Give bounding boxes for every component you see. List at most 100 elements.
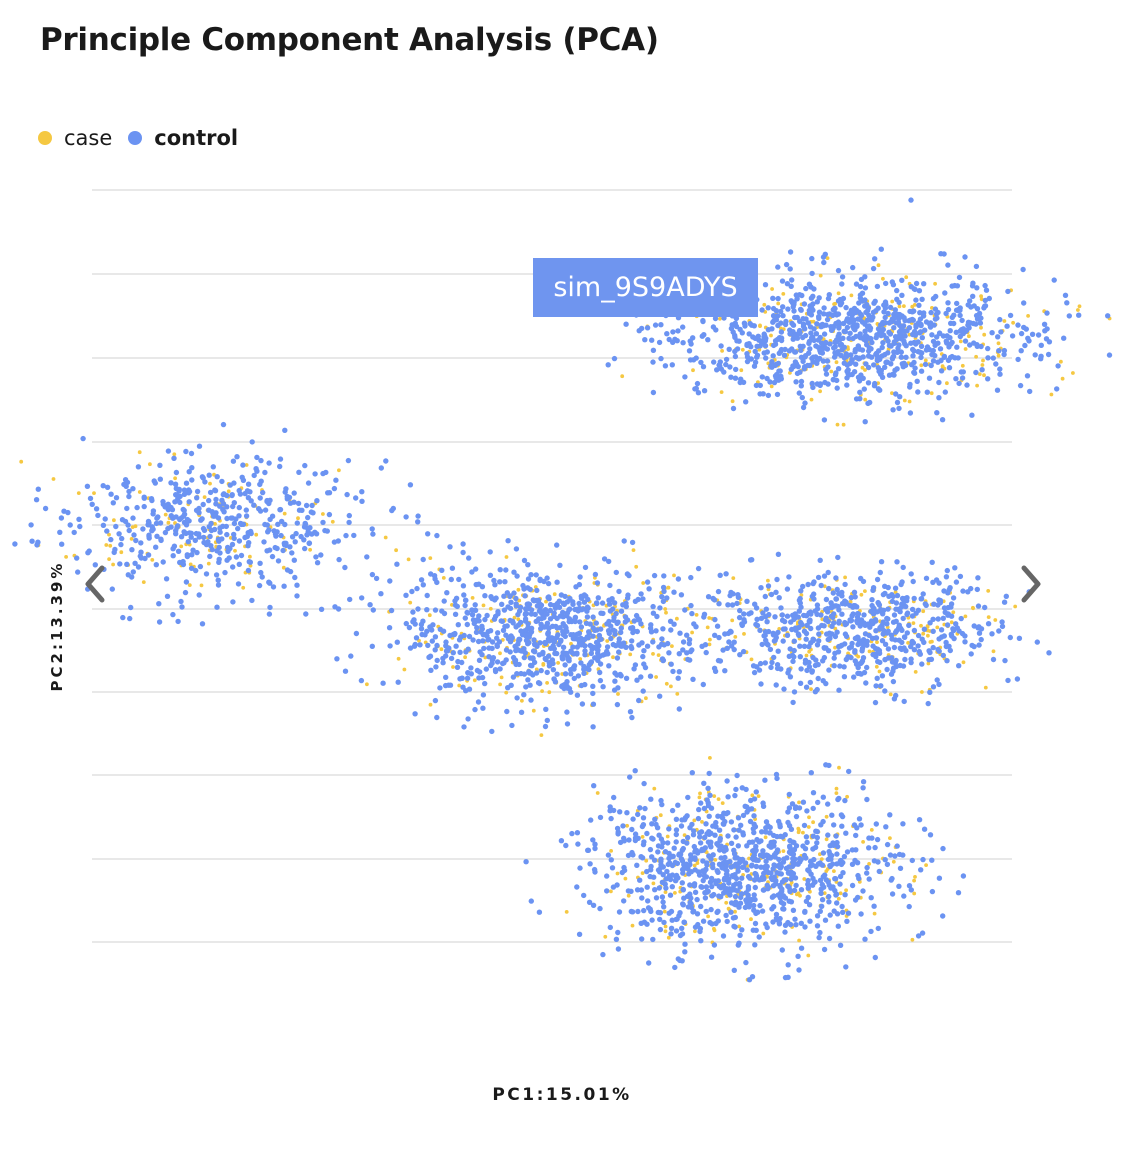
control-point[interactable] <box>949 339 955 346</box>
control-point[interactable] <box>742 803 748 809</box>
control-point[interactable] <box>574 830 581 836</box>
control-point[interactable] <box>878 322 884 328</box>
control-point[interactable] <box>547 601 554 608</box>
control-point[interactable] <box>428 667 434 673</box>
control-point[interactable] <box>779 617 786 623</box>
control-point[interactable] <box>395 679 401 685</box>
control-point[interactable] <box>434 532 440 539</box>
control-point[interactable] <box>184 516 191 523</box>
control-point[interactable] <box>842 621 848 628</box>
control-point[interactable] <box>278 532 284 539</box>
control-point[interactable] <box>134 504 140 511</box>
control-point[interactable] <box>696 806 702 813</box>
control-point[interactable] <box>889 316 896 322</box>
control-point[interactable] <box>948 613 955 619</box>
control-point[interactable] <box>826 893 832 900</box>
control-point[interactable] <box>629 826 635 833</box>
control-point[interactable] <box>848 617 855 624</box>
control-point[interactable] <box>959 630 966 637</box>
control-point[interactable] <box>788 899 795 905</box>
control-point[interactable] <box>911 595 917 602</box>
control-point[interactable] <box>878 559 885 565</box>
control-point[interactable] <box>916 302 922 308</box>
case-point[interactable] <box>763 835 768 840</box>
control-point[interactable] <box>774 847 781 853</box>
control-point[interactable] <box>100 522 107 528</box>
control-point[interactable] <box>564 709 570 715</box>
control-point[interactable] <box>775 377 782 383</box>
control-point[interactable] <box>873 653 879 660</box>
control-point[interactable] <box>841 355 848 361</box>
control-point[interactable] <box>132 560 138 566</box>
control-point[interactable] <box>342 564 348 571</box>
control-point[interactable] <box>830 312 836 318</box>
case-point[interactable] <box>76 491 81 495</box>
control-point[interactable] <box>613 936 620 942</box>
control-point[interactable] <box>138 549 144 555</box>
case-point[interactable] <box>818 273 823 278</box>
control-point[interactable] <box>326 511 333 518</box>
control-point[interactable] <box>782 974 789 981</box>
control-point[interactable] <box>913 322 919 328</box>
control-point[interactable] <box>697 840 704 846</box>
control-point[interactable] <box>113 495 120 501</box>
control-point[interactable] <box>864 317 871 323</box>
control-point[interactable] <box>394 561 400 567</box>
control-point[interactable] <box>586 666 592 673</box>
control-point[interactable] <box>289 550 295 556</box>
control-point[interactable] <box>934 334 940 340</box>
control-point[interactable] <box>706 770 712 777</box>
control-point[interactable] <box>763 606 769 612</box>
control-point[interactable] <box>725 810 731 816</box>
control-point[interactable] <box>303 502 310 509</box>
control-point[interactable] <box>498 618 504 624</box>
control-point[interactable] <box>866 845 872 851</box>
control-point[interactable] <box>492 667 499 673</box>
control-point[interactable] <box>731 639 737 645</box>
control-point[interactable] <box>260 489 266 496</box>
control-point[interactable] <box>816 934 822 941</box>
control-point[interactable] <box>628 888 634 894</box>
control-point[interactable] <box>785 306 791 312</box>
case-point[interactable] <box>906 641 910 645</box>
case-point[interactable] <box>504 555 509 559</box>
control-point[interactable] <box>1064 300 1070 306</box>
control-point[interactable] <box>732 893 739 900</box>
case-point[interactable] <box>673 891 677 895</box>
control-point[interactable] <box>318 552 324 558</box>
control-point[interactable] <box>904 328 910 334</box>
control-point[interactable] <box>892 853 898 859</box>
control-point[interactable] <box>844 382 850 388</box>
control-point[interactable] <box>760 800 766 806</box>
control-point[interactable] <box>734 772 740 779</box>
control-point[interactable] <box>473 581 479 588</box>
case-point[interactable] <box>825 256 830 260</box>
control-point[interactable] <box>183 530 189 537</box>
control-point[interactable] <box>765 583 772 589</box>
control-point[interactable] <box>699 884 705 890</box>
control-point[interactable] <box>910 353 916 359</box>
control-point[interactable] <box>592 869 598 875</box>
control-point[interactable] <box>417 642 423 648</box>
control-point[interactable] <box>844 324 851 331</box>
control-point[interactable] <box>691 881 698 887</box>
control-point[interactable] <box>649 821 655 827</box>
control-point[interactable] <box>292 574 298 581</box>
control-point[interactable] <box>918 354 924 361</box>
control-point[interactable] <box>939 417 946 423</box>
control-point[interactable] <box>711 665 718 671</box>
control-point[interactable] <box>968 651 974 657</box>
case-point[interactable] <box>133 524 138 529</box>
control-point[interactable] <box>1001 599 1008 605</box>
case-point[interactable] <box>876 263 881 268</box>
control-point[interactable] <box>998 329 1004 335</box>
case-point[interactable] <box>137 490 142 494</box>
control-point[interactable] <box>872 298 878 304</box>
control-point[interactable] <box>302 462 308 469</box>
control-point[interactable] <box>608 815 614 822</box>
control-point[interactable] <box>807 346 813 352</box>
control-point[interactable] <box>793 804 799 810</box>
control-point[interactable] <box>930 358 937 364</box>
case-point[interactable] <box>712 926 716 931</box>
control-point[interactable] <box>196 443 203 449</box>
